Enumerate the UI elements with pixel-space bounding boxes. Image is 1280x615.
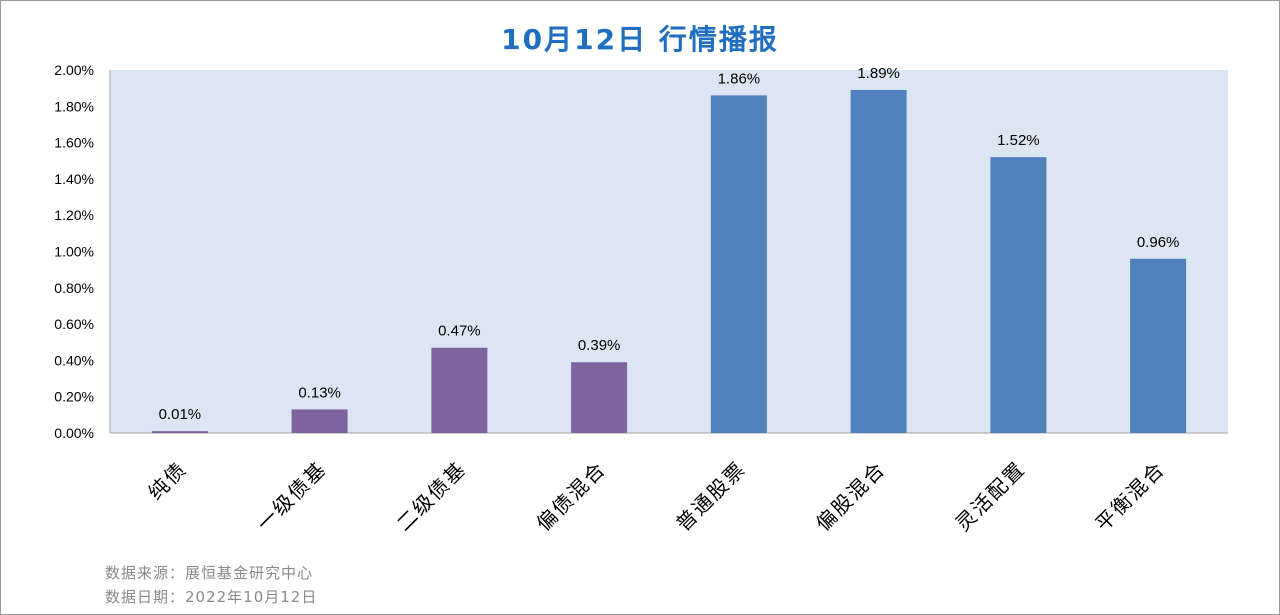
- y-tick-label: 1.80%: [54, 98, 94, 114]
- data-label: 0.13%: [298, 384, 341, 401]
- x-tick-label: 普通股票: [671, 457, 750, 536]
- bar: [291, 409, 348, 433]
- data-label: 0.96%: [1137, 234, 1180, 251]
- y-tick-label: 1.00%: [54, 244, 94, 260]
- x-tick-label: 平衡混合: [1090, 457, 1169, 536]
- bar: [1130, 258, 1187, 433]
- data-label: 0.01%: [159, 406, 202, 423]
- y-axis: 0.00% 0.20% 0.40% 0.60% 0.80% 1.00% 1.20% 1.40%…: [54, 62, 1228, 441]
- x-tick-label: 偏债混合: [531, 457, 610, 536]
- x-tick-label: 一级债基: [252, 457, 331, 536]
- y-tick-label: 2.00%: [54, 62, 94, 78]
- bar: [990, 157, 1047, 433]
- source-note: 数据来源：展恒基金研究中心: [105, 564, 314, 582]
- data-label: 0.39%: [578, 337, 621, 354]
- y-tick-label: 1.60%: [54, 135, 94, 151]
- data-label: 1.89%: [857, 65, 900, 82]
- chart-title: 10月12日 行情播报: [501, 23, 779, 56]
- y-tick-label: 1.40%: [54, 171, 94, 187]
- x-tick-label: 纯债: [143, 457, 191, 505]
- data-labels-group: 0.01% 0.13% 0.47% 0.39% 1.86% 1.89% 1.52% 0.96%: [159, 65, 1180, 423]
- bar: [151, 431, 208, 433]
- bar: [710, 95, 767, 433]
- x-tick-label: 灵活配置: [951, 457, 1030, 536]
- y-tick-label: 0.00%: [54, 425, 94, 441]
- bar: [850, 89, 907, 433]
- date-note: 数据日期：2022年10月12日: [105, 588, 318, 606]
- y-tick-label: 1.20%: [54, 207, 94, 223]
- bars-group: [151, 89, 1187, 433]
- bar: [431, 347, 488, 433]
- y-tick-label: 0.60%: [54, 316, 94, 332]
- plot-area: [110, 70, 1228, 433]
- data-label: 1.52%: [997, 132, 1040, 149]
- x-tick-labels-group: 纯债 一级债基 二级债基 偏债混合 普通股票 偏股混合 灵活配置 平衡混合: [143, 457, 1169, 536]
- y-tick-label: 0.80%: [54, 280, 94, 296]
- data-label: 1.86%: [718, 70, 761, 87]
- x-tick-label: 二级债基: [392, 457, 471, 536]
- data-label: 0.47%: [438, 323, 481, 340]
- y-tick-label: 0.40%: [54, 352, 94, 368]
- x-tick-label: 偏股混合: [811, 457, 890, 536]
- bar: [571, 362, 628, 433]
- y-tick-label: 0.20%: [54, 389, 94, 405]
